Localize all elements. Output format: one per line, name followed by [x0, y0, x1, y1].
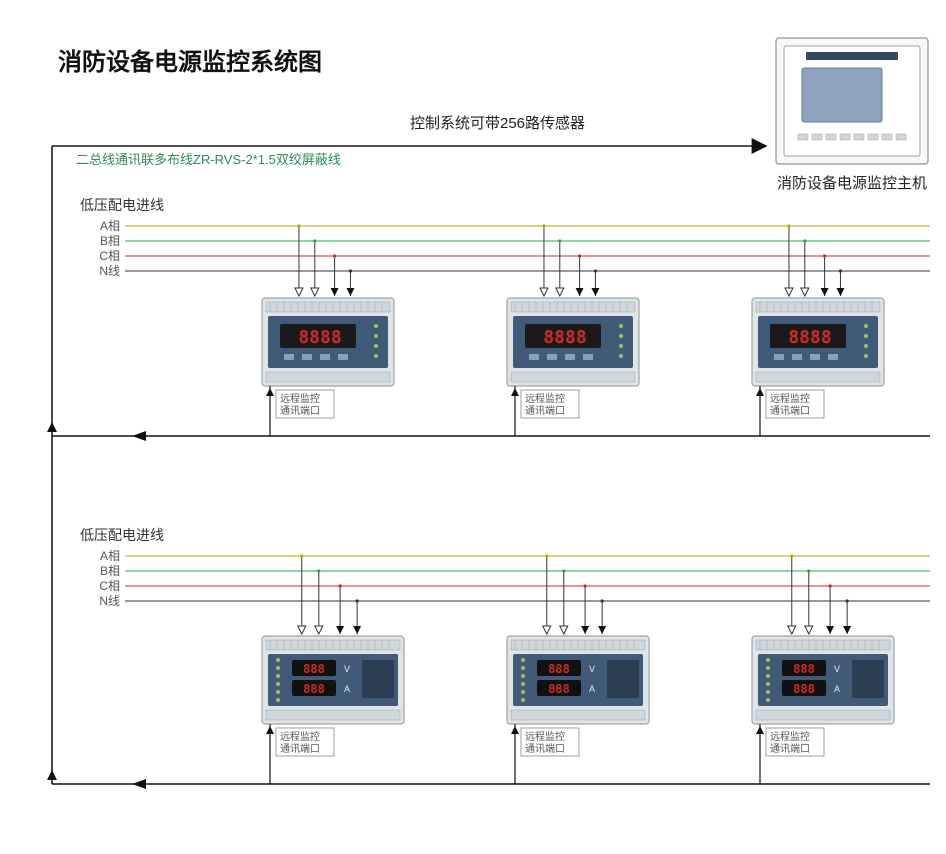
svg-text:8888: 8888 — [298, 327, 341, 348]
svg-text:通讯端口: 通讯端口 — [280, 404, 320, 417]
phase-label: C相 — [99, 249, 120, 263]
svg-text:通讯端口: 通讯端口 — [770, 742, 810, 755]
phase-label: B相 — [100, 564, 120, 578]
port-label: 远程监控 — [280, 730, 320, 743]
section-title: 低压配电进线 — [80, 197, 164, 213]
port-label: 远程监控 — [525, 392, 565, 405]
phase-label: A相 — [100, 549, 120, 563]
svg-text:通讯端口: 通讯端口 — [280, 742, 320, 755]
port-label: 远程监控 — [525, 730, 565, 743]
svg-text:888: 888 — [793, 682, 815, 696]
section-title: 低压配电进线 — [80, 527, 164, 543]
svg-text:888: 888 — [793, 662, 815, 676]
svg-text:888: 888 — [548, 682, 570, 696]
svg-text:888: 888 — [303, 662, 325, 676]
svg-text:A: A — [589, 684, 595, 694]
phase-label: B相 — [100, 234, 120, 248]
svg-text:A: A — [834, 684, 840, 694]
phase-label: C相 — [99, 579, 120, 593]
host-label: 消防设备电源监控主机 — [777, 175, 927, 192]
system-diagram: 消防设备电源监控系统图 消防设备电源监控主机 控制系统可带256路传感器 二总线… — [0, 0, 946, 854]
svg-text:V: V — [344, 664, 350, 674]
port-label: 远程监控 — [770, 730, 810, 743]
port-label: 远程监控 — [770, 392, 810, 405]
svg-text:V: V — [834, 664, 840, 674]
phase-label: N线 — [99, 594, 120, 608]
page-title: 消防设备电源监控系统图 — [58, 48, 322, 76]
sensor-device: 888 888 VA 远程监控通讯端口 — [752, 554, 894, 784]
bus-note: 二总线通讯联多布线ZR-RVS-2*1.5双绞屏蔽线 — [76, 152, 341, 167]
sensor-device: 888 888 VA 远程监控通讯端口 — [507, 554, 649, 784]
svg-text:A: A — [344, 684, 350, 694]
phase-label: N线 — [99, 264, 120, 278]
svg-text:V: V — [589, 664, 595, 674]
svg-text:8888: 8888 — [543, 327, 586, 348]
top-note: 控制系统可带256路传感器 — [410, 115, 585, 132]
svg-text:8888: 8888 — [788, 327, 831, 348]
svg-text:888: 888 — [548, 662, 570, 676]
sensor-device: 888 888 VA 远程监控通讯端口 — [262, 554, 404, 784]
port-label: 远程监控 — [280, 392, 320, 405]
svg-text:888: 888 — [303, 682, 325, 696]
svg-text:通讯端口: 通讯端口 — [770, 404, 810, 417]
phase-label: A相 — [100, 219, 120, 233]
svg-text:通讯端口: 通讯端口 — [525, 404, 565, 417]
svg-text:通讯端口: 通讯端口 — [525, 742, 565, 755]
